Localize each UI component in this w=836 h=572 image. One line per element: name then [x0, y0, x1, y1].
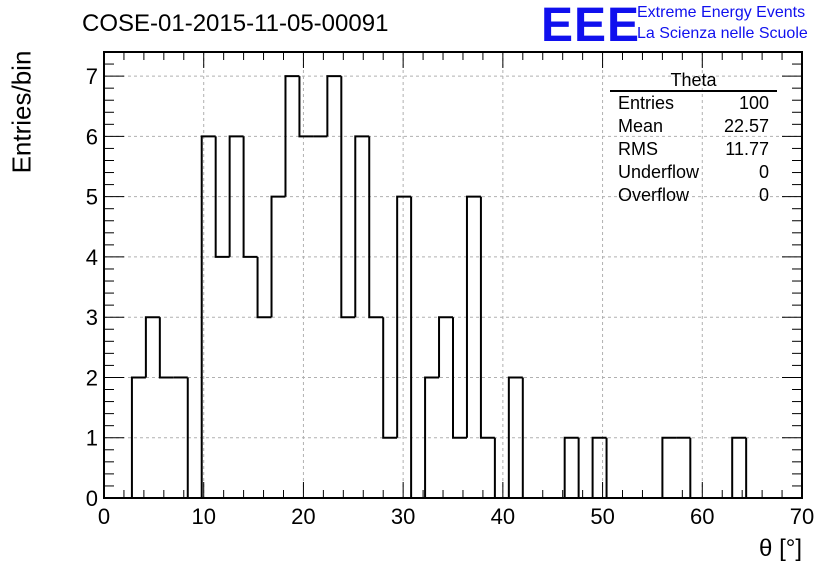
histogram-bin: [563, 436, 579, 498]
stats-value: 22.57: [723, 116, 769, 136]
stats-label: Entries: [618, 93, 675, 113]
stats-row-mean: Mean 22.57: [610, 115, 777, 138]
plot-frame: [103, 51, 803, 499]
histogram-bin: [298, 76, 314, 138]
x-tick-label: 40: [491, 504, 515, 529]
y-tick-label: 4: [86, 245, 98, 270]
y-tick-label: 1: [86, 426, 98, 451]
tick-labels: 0 10 20 30 40 50 60 70 0 1 2 3 4 5 6 7: [86, 64, 814, 529]
x-tick-label: 0: [98, 504, 110, 529]
stats-value: 0: [758, 185, 769, 205]
stats-row-overflow: Overflow 0: [610, 184, 777, 207]
histogram-bin: [424, 376, 440, 498]
stats-value: 0: [758, 162, 769, 182]
stats-row-entries: Entries 100: [610, 92, 777, 115]
y-tick-label: 6: [86, 124, 98, 149]
y-tick-label: 0: [86, 486, 98, 511]
histogram-bin: [340, 76, 356, 319]
axis-ticks: [103, 51, 803, 499]
stats-value: 100: [738, 93, 769, 113]
histogram-bin: [396, 195, 412, 438]
histogram-bin: [158, 317, 174, 379]
histogram-bin: [605, 437, 621, 499]
x-tick-label: 60: [690, 504, 714, 529]
y-axis-label: Entries/bin: [6, 50, 37, 174]
histogram-bin: [270, 195, 286, 318]
y-tick-label: 5: [86, 185, 98, 210]
histogram-bin: [130, 376, 146, 498]
stats-box-name: Theta: [610, 70, 777, 92]
y-tick-label: 3: [86, 305, 98, 330]
histogram-bin: [591, 436, 607, 498]
histogram-bin: [242, 136, 258, 258]
histogram-bin: [731, 436, 747, 498]
histogram-bin: [284, 75, 300, 197]
histogram-bin: [507, 376, 523, 498]
histogram-bin: [465, 195, 481, 438]
histogram-bin: [228, 135, 244, 257]
eee-logo: EEE: [541, 0, 641, 52]
y-tick-label: 7: [86, 64, 98, 89]
stats-label: Overflow: [618, 185, 690, 205]
histogram-bin: [452, 317, 467, 439]
y-tick-label: 2: [86, 365, 98, 390]
histogram-bin: [144, 316, 160, 378]
stats-label: Mean: [618, 116, 664, 136]
histogram-bin: [214, 136, 230, 258]
x-tick-label: 10: [191, 504, 215, 529]
histogram-bin: [354, 135, 370, 318]
x-tick-label: 50: [590, 504, 614, 529]
histogram-bin: [479, 196, 495, 439]
histogram-bin: [493, 437, 509, 499]
x-tick-label: 30: [391, 504, 415, 529]
x-axis-label: θ [°]: [759, 535, 802, 562]
histogram-bin: [438, 316, 453, 378]
logo-line-1: Extreme Energy Events: [637, 4, 806, 21]
logo-line-2: La Scienza nelle Scuole: [637, 25, 808, 42]
stats-row-underflow: Underflow 0: [610, 161, 777, 184]
histogram-bin: [745, 437, 761, 499]
histogram-bin: [382, 317, 398, 439]
x-tick-label: 20: [291, 504, 315, 529]
stats-box: Theta Entries 100 Mean 22.57 RMS 11.77 U…: [610, 70, 777, 207]
histogram-bin: [661, 436, 677, 498]
stats-label: RMS: [618, 139, 658, 159]
histogram-bin: [577, 437, 593, 499]
chart-title: COSE-01-2015-11-05-00091: [82, 10, 389, 37]
histogram-bin: [410, 196, 426, 499]
stats-value: 11.77: [725, 139, 769, 159]
histogram-bin: [256, 256, 272, 319]
histogram-bin: [326, 75, 342, 137]
x-tick-label: 70: [790, 504, 814, 529]
histogram-bin: [200, 135, 216, 498]
stats-row-rms: RMS 11.77: [610, 138, 777, 161]
stats-label: Underflow: [618, 162, 700, 182]
histogram-bin: [368, 136, 384, 319]
